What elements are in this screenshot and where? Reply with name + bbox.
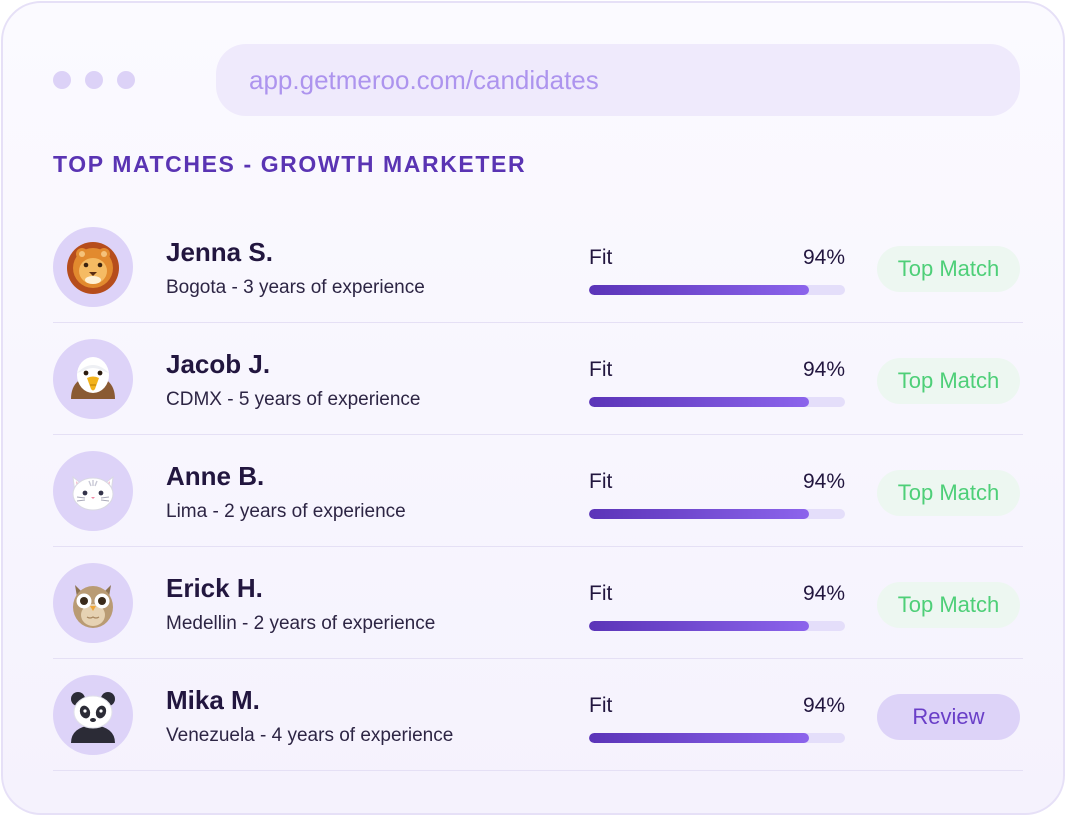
- candidate-row[interactable]: Anne B. Lima - 2 years of experience Fit…: [53, 435, 1023, 547]
- fit-value: 94%: [802, 470, 845, 493]
- fit-value: 94%: [802, 246, 845, 269]
- avatar: [53, 675, 133, 755]
- candidate-row[interactable]: Jenna S. Bogota - 3 years of experience …: [53, 211, 1023, 323]
- fit-progress-fill: [589, 397, 810, 407]
- fit-label: Fit: [589, 246, 613, 269]
- fit-value: 94%: [802, 694, 845, 717]
- candidate-name: Erick H.: [166, 573, 263, 603]
- fit-progress-bar: [589, 621, 845, 631]
- fit-progress-bar: [589, 397, 845, 407]
- status-badge[interactable]: Top Match: [877, 246, 1020, 292]
- status-badge[interactable]: Top Match: [877, 582, 1020, 628]
- candidate-meta: Lima - 2 years of experience: [166, 501, 406, 522]
- fit-progress-bar: [589, 733, 845, 743]
- status-badge[interactable]: Top Match: [877, 470, 1020, 516]
- review-button[interactable]: Review: [877, 694, 1020, 740]
- candidate-list: Jenna S. Bogota - 3 years of experience …: [53, 211, 1023, 771]
- candidate-row[interactable]: Jacob J. CDMX - 5 years of experience Fi…: [53, 323, 1023, 435]
- fit-progress-fill: [589, 509, 810, 519]
- fit-label: Fit: [589, 582, 613, 605]
- url-text: app.getmeroo.com/candidates: [249, 64, 599, 95]
- panda-icon: [71, 692, 115, 743]
- candidate-name: Jacob J.: [166, 349, 271, 379]
- lion-icon: [67, 242, 119, 294]
- candidate-name: Anne B.: [166, 461, 265, 491]
- avatar: [53, 339, 133, 419]
- page-title: TOP MATCHES - GROWTH MARKETER: [53, 151, 527, 177]
- candidate-meta: Bogota - 3 years of experience: [166, 277, 425, 298]
- owl-icon: [73, 585, 113, 628]
- fit-progress-bar: [589, 285, 845, 295]
- fit-progress-fill: [589, 733, 810, 743]
- fit-progress-bar: [589, 509, 845, 519]
- status-badge[interactable]: Top Match: [877, 358, 1020, 404]
- candidate-row[interactable]: Erick H. Medellin - 2 years of experienc…: [53, 547, 1023, 659]
- window-dot-icon[interactable]: [85, 71, 103, 89]
- candidate-meta: Medellin - 2 years of experience: [166, 613, 436, 634]
- fit-value: 94%: [802, 582, 845, 605]
- avatar: [53, 451, 133, 531]
- candidate-name: Jenna S.: [166, 237, 273, 267]
- window-dot-icon[interactable]: [117, 71, 135, 89]
- fit-value: 94%: [802, 358, 845, 381]
- candidate-name: Mika M.: [166, 685, 260, 715]
- eagle-icon: [71, 357, 115, 399]
- candidate-meta: Venezuela - 4 years of experience: [166, 725, 454, 746]
- fit-label: Fit: [589, 694, 613, 717]
- candidate-meta: CDMX - 5 years of experience: [166, 389, 421, 410]
- window-controls: [53, 71, 135, 89]
- fit-label: Fit: [589, 358, 613, 381]
- avatar: [53, 563, 133, 643]
- fit-progress-fill: [589, 285, 810, 295]
- fit-progress-fill: [589, 621, 810, 631]
- candidate-row[interactable]: Mika M. Venezuela - 4 years of experienc…: [53, 659, 1023, 771]
- window-dot-icon[interactable]: [53, 71, 71, 89]
- cat-icon: [72, 475, 114, 511]
- avatar: [53, 227, 133, 307]
- address-bar[interactable]: app.getmeroo.com/candidates: [216, 44, 1020, 116]
- fit-label: Fit: [589, 470, 613, 493]
